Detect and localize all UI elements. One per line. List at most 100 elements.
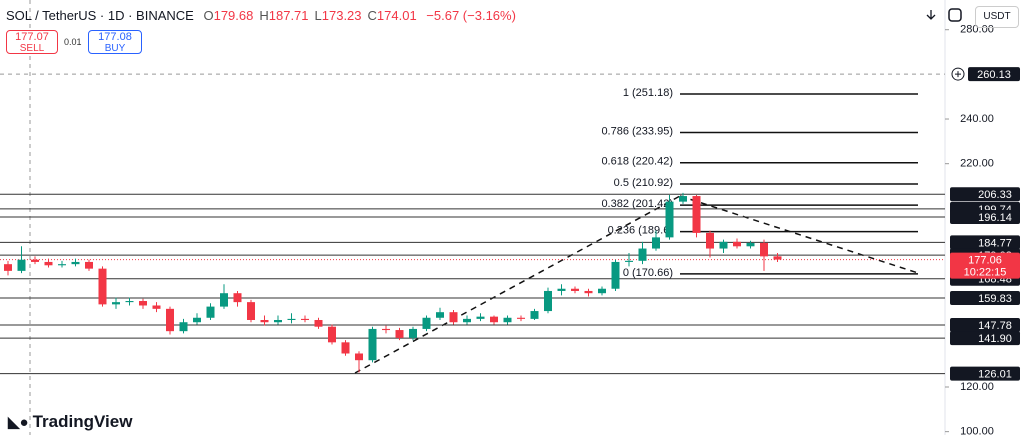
y-tick-label: 120.00 bbox=[960, 381, 994, 393]
candle-body bbox=[773, 256, 782, 260]
candle-body bbox=[247, 302, 255, 320]
candle-body bbox=[44, 261, 53, 266]
candle-body bbox=[233, 293, 242, 303]
candle-body bbox=[274, 319, 282, 323]
ohlc-key: H bbox=[259, 8, 269, 23]
level-label: 147.78 bbox=[978, 320, 1012, 332]
symbol-header: SOL / TetherUS · 1D · BINANCE O179.68 H18… bbox=[6, 8, 516, 23]
candle-body bbox=[98, 268, 107, 305]
y-tick-label: 220.00 bbox=[960, 158, 994, 170]
candle-body bbox=[139, 301, 147, 306]
level-label: 126.01 bbox=[978, 368, 1012, 380]
candle-body bbox=[368, 328, 377, 361]
candle-body bbox=[341, 342, 350, 354]
candle-body bbox=[206, 306, 215, 318]
level-label-box bbox=[950, 209, 1020, 224]
y-tick-label: 240.00 bbox=[960, 113, 994, 125]
y-tick-label: 100.00 bbox=[960, 426, 994, 435]
level-label-box bbox=[950, 187, 1020, 202]
spread: 0.01 bbox=[64, 37, 82, 47]
countdown-label: 10:22:15 bbox=[964, 266, 1007, 278]
candle-body bbox=[152, 305, 161, 309]
trend-line bbox=[679, 195, 919, 274]
crosshair-label: 260.13 bbox=[977, 69, 1011, 81]
candle-body bbox=[301, 318, 309, 320]
level-label-box bbox=[950, 317, 1020, 332]
change: −5.67 (−3.16%) bbox=[426, 8, 516, 23]
fib-label: 1 (251.18) bbox=[623, 87, 673, 99]
candle-body bbox=[557, 288, 566, 291]
candle-body bbox=[220, 293, 228, 307]
candle-body bbox=[31, 259, 39, 262]
candle-body bbox=[503, 317, 512, 323]
sell-button[interactable]: 177.07 SELL bbox=[6, 30, 58, 54]
buy-button[interactable]: 177.08 BUY bbox=[88, 30, 142, 54]
candle-body bbox=[517, 317, 525, 319]
candle-body bbox=[463, 318, 471, 323]
trend-line bbox=[354, 195, 681, 374]
crosshair-label-box bbox=[968, 67, 1020, 82]
candle-body bbox=[166, 308, 174, 332]
level-label-box bbox=[950, 366, 1020, 381]
candle-body bbox=[746, 242, 755, 247]
level-label: 184.77 bbox=[978, 237, 1012, 249]
candle-body bbox=[706, 232, 714, 249]
candle-body bbox=[58, 264, 66, 266]
y-tick-label: 280.00 bbox=[960, 24, 994, 36]
candle-body bbox=[314, 319, 323, 327]
buy-price: 177.08 bbox=[98, 31, 132, 43]
level-label: 206.33 bbox=[978, 189, 1012, 201]
candle-body bbox=[571, 288, 579, 291]
ohlc-value: 174.01 bbox=[376, 8, 417, 23]
fib-label: 0.618 (220.42) bbox=[601, 156, 673, 168]
sell-price: 177.07 bbox=[15, 31, 49, 43]
current-price-label: 177.06 bbox=[968, 254, 1002, 266]
candle-body bbox=[665, 201, 674, 238]
fib-label: 0.382 (201.42) bbox=[601, 198, 673, 210]
candle-body bbox=[112, 302, 120, 305]
candle-body bbox=[328, 326, 336, 343]
candle-body bbox=[719, 241, 728, 249]
candle-body bbox=[652, 237, 660, 249]
level-label-box bbox=[950, 291, 1020, 306]
ohlc-key: O bbox=[203, 8, 214, 23]
candle-body bbox=[760, 242, 768, 257]
candle-body bbox=[193, 317, 201, 323]
candle-body bbox=[125, 301, 134, 303]
candle-body bbox=[395, 330, 404, 338]
level-label: 159.83 bbox=[978, 293, 1012, 305]
candle-body bbox=[476, 316, 485, 319]
candle-body bbox=[530, 311, 539, 319]
level-label: 141.90 bbox=[978, 333, 1012, 345]
level-label-box bbox=[950, 331, 1020, 346]
candle-body bbox=[625, 260, 633, 262]
ohlc-key: L bbox=[314, 8, 322, 23]
current-price-box bbox=[950, 252, 1020, 279]
candle-body bbox=[436, 312, 444, 318]
ohlc-value: 187.71 bbox=[268, 8, 309, 23]
level-label-box bbox=[950, 235, 1020, 250]
sell-label: SELL bbox=[19, 43, 45, 54]
candle-body bbox=[692, 196, 701, 233]
ohlc-value: 179.68 bbox=[213, 8, 254, 23]
candle-body bbox=[733, 241, 741, 247]
fib-label: 0.236 (189.6) bbox=[608, 224, 673, 236]
ohlc: O179.68 H187.71 L173.23 C174.01 bbox=[197, 8, 416, 23]
candle-body bbox=[260, 319, 269, 323]
add-icon-plus bbox=[955, 71, 961, 78]
candle-body bbox=[409, 328, 417, 338]
candle-body bbox=[611, 261, 620, 289]
currency-button[interactable]: USDT bbox=[975, 6, 1019, 28]
brand: ◣● TradingView bbox=[8, 412, 133, 431]
brand-name: TradingView bbox=[32, 412, 133, 431]
ohlc-value: 173.23 bbox=[321, 8, 362, 23]
fib-label: 0.786 (233.95) bbox=[601, 125, 673, 137]
level-label: 196.14 bbox=[978, 212, 1012, 224]
candle-body bbox=[544, 290, 552, 312]
buy-label: BUY bbox=[104, 43, 126, 54]
candle-body bbox=[287, 318, 296, 320]
candle-body bbox=[17, 259, 26, 271]
candle-body bbox=[422, 317, 431, 329]
